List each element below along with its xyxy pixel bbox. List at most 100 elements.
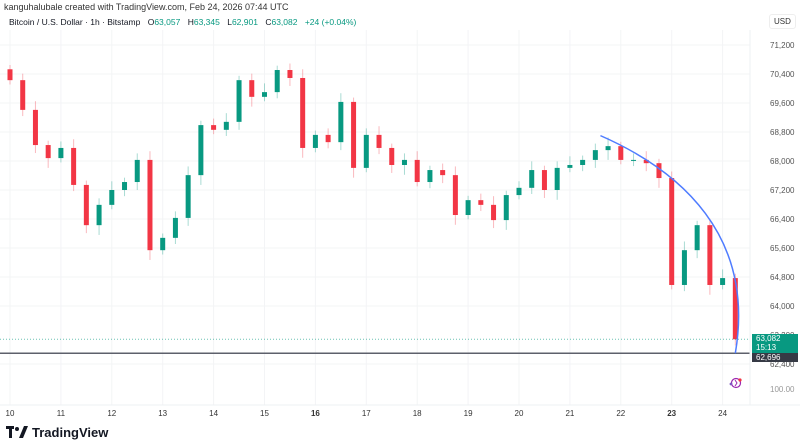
replay-icon-dot [738, 378, 742, 382]
candle-body [580, 159, 586, 165]
candle-body [71, 147, 77, 185]
axes: 71,200 70,400 69,600 68,800 68,000 67,200 66,4… [0, 30, 800, 418]
y-tick-label: 64,000 [770, 302, 795, 311]
arc-drawing [600, 134, 740, 354]
y-tick-label: 65,600 [770, 244, 795, 253]
candle-body [694, 225, 700, 251]
candle-body [389, 147, 395, 165]
x-tick-label: 23 [667, 409, 676, 418]
candle-body [631, 159, 637, 161]
candle-body [465, 200, 471, 216]
candle-body [720, 278, 726, 285]
candle-body [491, 204, 497, 221]
candle-body [567, 164, 573, 168]
tradingview-logo[interactable]: TradingView [6, 425, 108, 440]
candle-body [249, 80, 255, 97]
candle-body [198, 125, 204, 176]
close-label: C [265, 17, 272, 27]
x-tick-label: 21 [565, 409, 574, 418]
candle-body [300, 77, 306, 148]
candle-body [287, 70, 293, 78]
candle-body [478, 200, 484, 205]
y-tick-label: 67,200 [770, 186, 795, 195]
candles [7, 63, 738, 346]
x-tick-label: 24 [718, 409, 727, 418]
candle-body [147, 159, 153, 251]
candle-body [58, 147, 64, 159]
grid [0, 30, 750, 405]
candle-body [32, 109, 38, 146]
candle-body [656, 163, 662, 179]
candle-body [96, 204, 102, 226]
x-tick-label: 17 [362, 409, 371, 418]
candle-body [401, 159, 407, 165]
close-value: 63,082 [271, 17, 298, 27]
candle-body [20, 80, 26, 110]
high-label: H [187, 17, 194, 27]
chart-credit: kanguhalubale created with TradingView.c… [4, 2, 289, 12]
candle-body [452, 175, 458, 216]
x-tick-label: 10 [6, 409, 15, 418]
candle-body [618, 146, 624, 160]
candle-body [605, 146, 611, 151]
candle-body [643, 159, 649, 164]
candle-body [236, 80, 242, 122]
y-tick-label: 69,600 [770, 99, 795, 108]
candle-body [160, 237, 166, 251]
y-tick-label: 71,200 [770, 41, 795, 50]
candle-body [262, 92, 267, 97]
candle-body [45, 145, 51, 159]
candle-body [351, 101, 357, 168]
candle-body [440, 170, 446, 176]
symbol-title: Bitcoin / U.S. Dollar · 1h · Bitstamp [9, 17, 141, 27]
candle-body [529, 170, 535, 188]
y-tick-label: 68,800 [770, 128, 795, 137]
candle-body [134, 159, 140, 183]
replay-icon-arrow [734, 379, 738, 387]
bar-countdown: 15:13 [756, 343, 777, 352]
candle-body [172, 217, 178, 238]
candle-body [376, 134, 382, 148]
candle-body [312, 134, 318, 148]
x-tick-label: 22 [616, 409, 625, 418]
candle-body [516, 187, 522, 196]
candle-body [83, 184, 89, 226]
candle-body [707, 225, 713, 285]
x-tick-label: 11 [57, 409, 66, 418]
candle-body [109, 190, 115, 205]
replay-icon-dot [729, 382, 733, 386]
low-label: L [227, 17, 232, 27]
candle-body [592, 150, 598, 160]
y-tick-label: 66,400 [770, 215, 795, 224]
y-tick-label: 62,400 [770, 360, 795, 369]
x-tick-label: 12 [107, 409, 116, 418]
x-tick-label: 13 [158, 409, 167, 418]
candle-body [732, 278, 738, 340]
drawings [0, 134, 750, 389]
currency-button[interactable]: USD [769, 14, 796, 29]
x-tick-label: 20 [515, 409, 524, 418]
candle-body [223, 121, 229, 130]
replay-icon [729, 377, 742, 389]
change-value: +24 (+0.04%) [304, 17, 357, 27]
x-tick-label: 15 [260, 409, 269, 418]
candle-body [122, 182, 128, 190]
candle-body [554, 167, 560, 190]
level-price-tag: 62,696 [752, 353, 798, 362]
x-tick-label: 16 [311, 409, 320, 418]
last-price-tag: 63,082 15:13 [752, 334, 798, 353]
candle-body [541, 170, 547, 190]
candle-body [681, 250, 687, 285]
open-value: 63,057 [154, 17, 181, 27]
symbol-legend: Bitcoin / U.S. Dollar · 1h · Bitstamp O6… [9, 17, 356, 27]
candle-body [325, 134, 331, 143]
last-price-value: 63,082 [756, 334, 781, 343]
candle-body [7, 69, 13, 81]
candle-body [211, 125, 217, 130]
candle-body [414, 159, 420, 183]
candle-body [185, 175, 191, 218]
tradingview-logo-icon [6, 426, 28, 438]
x-tick-label: 14 [209, 409, 218, 418]
brand-name: TradingView [32, 425, 109, 440]
